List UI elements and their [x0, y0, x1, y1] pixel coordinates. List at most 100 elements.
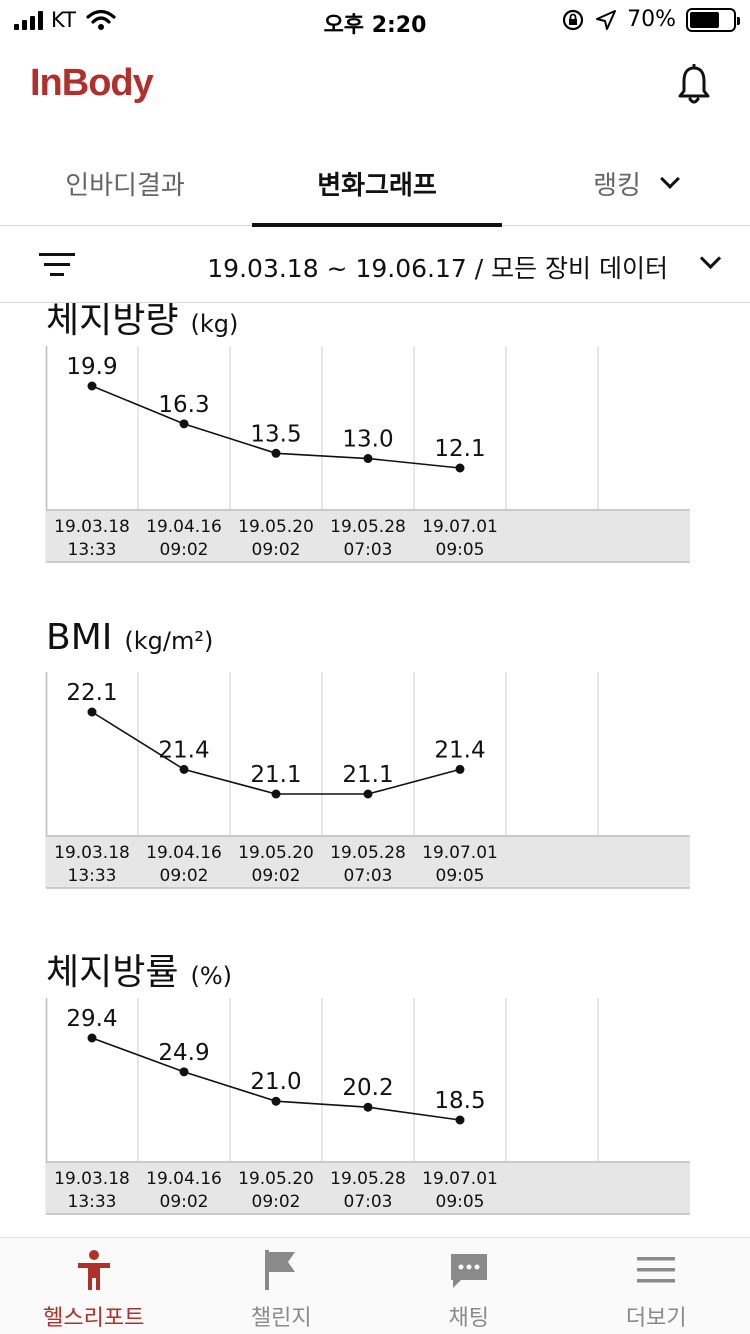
x-tick-date: 19.04.16 — [146, 843, 222, 863]
bottom-nav: 헬스리포트 챌린지 채팅 더보기 — [0, 1237, 750, 1334]
nav-label: 채팅 — [448, 1306, 489, 1331]
carrier-label: KT — [51, 8, 76, 32]
active-tab-indicator — [252, 223, 502, 227]
body-fat-mass-chart: 19.9 19.03.18 13:33 16.3 19.04.16 09:02 13.5 19… — [45, 346, 690, 563]
x-tick-date: 19.03.18 — [54, 517, 130, 537]
x-tick-time: 07:03 — [344, 866, 393, 886]
x-tick-date: 19.05.28 — [330, 1169, 406, 1189]
nav-challenge[interactable]: 챌린지 — [188, 1238, 376, 1334]
chart-title: 체지방량 (kg) — [46, 303, 238, 343]
chart-unit: (kg) — [190, 310, 239, 338]
nav-health-report[interactable]: 헬스리포트 — [0, 1238, 188, 1334]
data-label: 21.1 — [342, 762, 393, 788]
data-label: 21.4 — [434, 737, 485, 763]
data-point — [87, 1033, 97, 1043]
tab-change-graph[interactable]: 변화그래프 — [252, 140, 502, 227]
nav-chat[interactable]: 채팅 — [375, 1238, 563, 1334]
data-point — [271, 1096, 281, 1106]
x-tick-time: 09:02 — [160, 540, 209, 560]
chart-unit: (kg/m²) — [124, 627, 214, 655]
tab-label: 랭킹 — [593, 170, 641, 201]
chat-icon — [450, 1254, 487, 1288]
x-tick-date: 19.07.01 — [422, 517, 498, 537]
graph-list[interactable]: 체지방량 (kg) 19.9 19.03.18 13:33 16.3 19.04.16 09… — [0, 303, 750, 1237]
nav-label: 더보기 — [625, 1306, 687, 1331]
x-tick-time: 09:02 — [252, 866, 301, 886]
data-label: 13.0 — [342, 427, 393, 453]
data-label: 21.4 — [158, 737, 209, 763]
data-point — [87, 707, 97, 717]
chart-unit: (%) — [190, 962, 233, 990]
x-tick-time: 09:02 — [252, 540, 301, 560]
data-label: 18.5 — [434, 1088, 485, 1114]
x-tick-date: 19.04.16 — [146, 517, 222, 537]
data-label: 29.4 — [66, 1006, 117, 1032]
x-tick-time: 13:33 — [68, 1192, 117, 1212]
chevron-down-icon[interactable] — [699, 247, 722, 270]
data-point — [87, 381, 97, 391]
date-band — [46, 836, 690, 888]
tab-ranking[interactable]: 랭킹 — [520, 140, 750, 226]
data-point — [271, 789, 281, 799]
bell-icon[interactable] — [676, 64, 712, 106]
x-tick-time: 09:02 — [252, 1192, 301, 1212]
x-tick-date: 19.05.28 — [330, 843, 406, 863]
flag-icon — [265, 1250, 296, 1290]
x-tick-time: 09:05 — [436, 1192, 485, 1212]
x-tick-date: 19.07.01 — [422, 1169, 498, 1189]
data-label: 12.1 — [434, 436, 485, 462]
status-time: 오후 2:20 — [323, 13, 427, 38]
x-tick-date: 19.05.28 — [330, 517, 406, 537]
rotation-lock-icon — [562, 9, 584, 30]
data-point — [363, 454, 373, 464]
status-left: KT — [14, 8, 116, 32]
chevron-down-icon — [660, 169, 680, 189]
chart-title-text: BMI — [46, 617, 113, 658]
chart-title: 체지방률 (%) — [46, 943, 232, 995]
x-tick-time: 09:05 — [436, 540, 485, 560]
signal-icon — [14, 10, 43, 30]
data-label: 21.1 — [250, 762, 301, 788]
date-band — [46, 1162, 690, 1214]
tab-label: 변화그래프 — [317, 170, 437, 201]
data-label: 24.9 — [158, 1040, 209, 1066]
x-tick-date: 19.04.16 — [146, 1169, 222, 1189]
date-band — [46, 510, 690, 562]
x-tick-time: 09:02 — [160, 866, 209, 886]
data-label: 20.2 — [342, 1075, 393, 1101]
data-point — [179, 764, 189, 774]
x-tick-time: 07:03 — [344, 1192, 393, 1212]
data-point — [271, 448, 281, 458]
data-point — [455, 764, 465, 774]
tab-inbody-results[interactable]: 인바디결과 — [0, 140, 250, 226]
body-fat-percent-chart: 29.4 19.03.18 13:33 24.9 19.04.16 09:02 21.0 19… — [45, 998, 690, 1215]
chart-title-text: 체지방률 — [46, 952, 179, 993]
location-arrow-icon — [596, 9, 617, 30]
x-tick-date: 19.05.20 — [238, 517, 314, 537]
menu-icon — [637, 1257, 676, 1283]
data-point — [179, 1067, 189, 1077]
chart-title-text: 체지방량 — [46, 303, 179, 341]
bmi-chart: 22.1 19.03.18 13:33 21.4 19.04.16 09:02 21.1 19… — [45, 672, 690, 889]
filter-icon[interactable] — [38, 251, 76, 279]
data-label: 16.3 — [158, 392, 209, 418]
person-icon — [77, 1250, 110, 1290]
date-range-selector[interactable]: 19.03.18 ~ 19.06.17 / 모든 장비 데이터 — [207, 254, 668, 283]
data-point — [455, 1115, 465, 1125]
x-tick-date: 19.07.01 — [422, 843, 498, 863]
wifi-icon — [86, 9, 116, 30]
data-label: 22.1 — [66, 680, 117, 706]
x-tick-date: 19.05.20 — [238, 1169, 314, 1189]
inbody-logo: InBody — [30, 62, 154, 104]
tab-bar: 인바디결과 변화그래프 랭킹 — [0, 140, 750, 227]
x-tick-date: 19.03.18 — [54, 843, 130, 863]
data-label: 13.5 — [250, 421, 301, 447]
data-point — [363, 789, 373, 799]
nav-more[interactable]: 더보기 — [563, 1238, 750, 1334]
data-label: 19.9 — [66, 354, 117, 380]
x-tick-time: 09:02 — [160, 1192, 209, 1212]
nav-label: 헬스리포트 — [43, 1306, 145, 1331]
data-point — [363, 1102, 373, 1112]
x-tick-time: 09:05 — [436, 866, 485, 886]
battery-percent: 70% — [627, 7, 676, 32]
